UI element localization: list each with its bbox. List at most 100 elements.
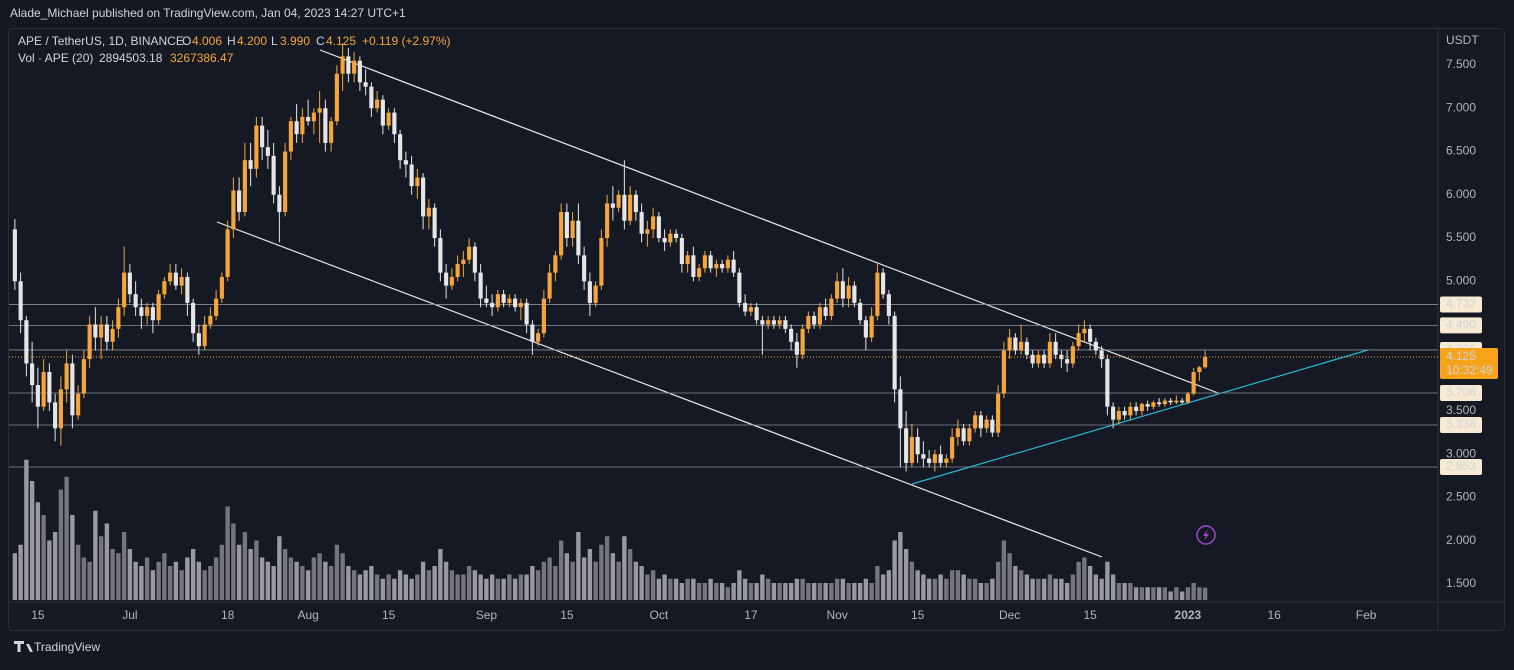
volume-bar bbox=[35, 502, 41, 600]
candle-body bbox=[306, 116, 311, 122]
candle-body bbox=[541, 298, 546, 334]
volume-bar bbox=[967, 578, 972, 600]
volume-bar bbox=[472, 570, 478, 600]
candle-body bbox=[904, 428, 909, 463]
alert-icon[interactable] bbox=[1196, 525, 1216, 545]
volume-bar bbox=[869, 583, 874, 600]
volume-bar bbox=[1013, 566, 1018, 600]
candle-body bbox=[961, 428, 966, 442]
candle-body bbox=[248, 160, 253, 169]
volume-bar bbox=[863, 578, 869, 600]
volume-bar bbox=[41, 515, 46, 600]
y-tick-label: 2.500 bbox=[1446, 490, 1476, 504]
volume-bar bbox=[737, 570, 742, 600]
volume-bar bbox=[731, 583, 736, 600]
candle-body bbox=[145, 307, 150, 316]
candle-body bbox=[490, 302, 495, 308]
candle-body bbox=[944, 458, 949, 463]
candle-body bbox=[846, 285, 851, 299]
candle-body bbox=[932, 454, 937, 463]
candle-body bbox=[214, 298, 219, 316]
candle-body bbox=[1047, 341, 1052, 364]
candle-body bbox=[162, 281, 167, 295]
candle-body bbox=[225, 229, 230, 277]
candle-body bbox=[1024, 341, 1029, 355]
volume-bar bbox=[593, 561, 598, 600]
volume-bar bbox=[12, 553, 18, 600]
candle-body bbox=[1116, 411, 1121, 420]
volume-bar bbox=[806, 583, 811, 600]
candle-body bbox=[812, 315, 817, 325]
candle-body bbox=[1036, 354, 1041, 364]
volume-bar bbox=[162, 553, 167, 600]
volume-bar bbox=[702, 583, 708, 600]
volume-bar bbox=[880, 574, 886, 600]
candle-body bbox=[1001, 350, 1006, 394]
volume-bar bbox=[208, 566, 213, 600]
volume-bar bbox=[1191, 583, 1196, 600]
candle-body bbox=[375, 99, 380, 109]
candle-body bbox=[576, 220, 581, 256]
volume-bar bbox=[489, 574, 495, 600]
candle-body bbox=[35, 385, 40, 407]
volume-bar bbox=[231, 523, 236, 600]
candle-body bbox=[783, 320, 788, 329]
candle-body bbox=[1099, 350, 1104, 360]
volume-bar bbox=[110, 549, 115, 600]
candle-body bbox=[639, 212, 644, 234]
volume-bar bbox=[70, 515, 75, 600]
candle-body bbox=[288, 121, 293, 152]
candle-body bbox=[99, 324, 104, 338]
volume-bar bbox=[334, 544, 340, 600]
volume-bar bbox=[305, 570, 311, 600]
level-label-box bbox=[1440, 296, 1482, 313]
candle-body bbox=[737, 272, 742, 303]
y-tick-label: 6.000 bbox=[1446, 187, 1476, 201]
volume-bar bbox=[673, 578, 679, 600]
candle-body bbox=[392, 112, 397, 135]
volume-bar bbox=[990, 578, 995, 600]
candle-body bbox=[869, 315, 874, 338]
candle-body bbox=[829, 298, 834, 316]
volume-bar bbox=[944, 578, 949, 600]
volume-bar bbox=[938, 574, 943, 600]
legend-key: C bbox=[316, 34, 325, 48]
volume-bar bbox=[392, 578, 397, 600]
volume-bar bbox=[403, 574, 409, 600]
volume-bar bbox=[949, 570, 955, 600]
volume-bar bbox=[455, 574, 460, 600]
volume-bar bbox=[225, 506, 230, 600]
level-label: 3.708 bbox=[1446, 385, 1476, 399]
volume-bar bbox=[995, 561, 1001, 600]
candle-body bbox=[237, 190, 242, 213]
volume-bar bbox=[576, 532, 581, 600]
candle-body bbox=[1145, 404, 1150, 407]
volume-bar bbox=[765, 578, 771, 600]
candle-body bbox=[743, 302, 748, 312]
volume-bar bbox=[1093, 574, 1099, 600]
candle-body bbox=[898, 389, 903, 429]
candle-body bbox=[858, 302, 863, 321]
volume-bar bbox=[1018, 570, 1024, 600]
volume-bar bbox=[1139, 587, 1145, 600]
volume-bar bbox=[760, 574, 765, 600]
candle-body bbox=[1139, 404, 1144, 412]
candle-body bbox=[329, 121, 334, 143]
volume-bar bbox=[599, 544, 604, 600]
candle-body bbox=[127, 272, 132, 295]
volume-bar bbox=[1059, 578, 1064, 600]
volume-bar bbox=[288, 557, 294, 600]
volume-bar bbox=[300, 566, 305, 600]
candle-body bbox=[691, 255, 696, 277]
volume-bar bbox=[1076, 561, 1081, 600]
volume-bars bbox=[12, 459, 1208, 600]
y-tick-label: 3.000 bbox=[1446, 446, 1476, 460]
volume-bar bbox=[501, 578, 506, 600]
candle-body bbox=[697, 268, 702, 277]
candle-body bbox=[501, 294, 506, 303]
volume-bar bbox=[213, 557, 219, 600]
candle-body bbox=[1151, 402, 1156, 407]
currency: USDT bbox=[1446, 33, 1479, 47]
candle-body bbox=[605, 203, 610, 239]
volume-bar bbox=[409, 578, 414, 600]
